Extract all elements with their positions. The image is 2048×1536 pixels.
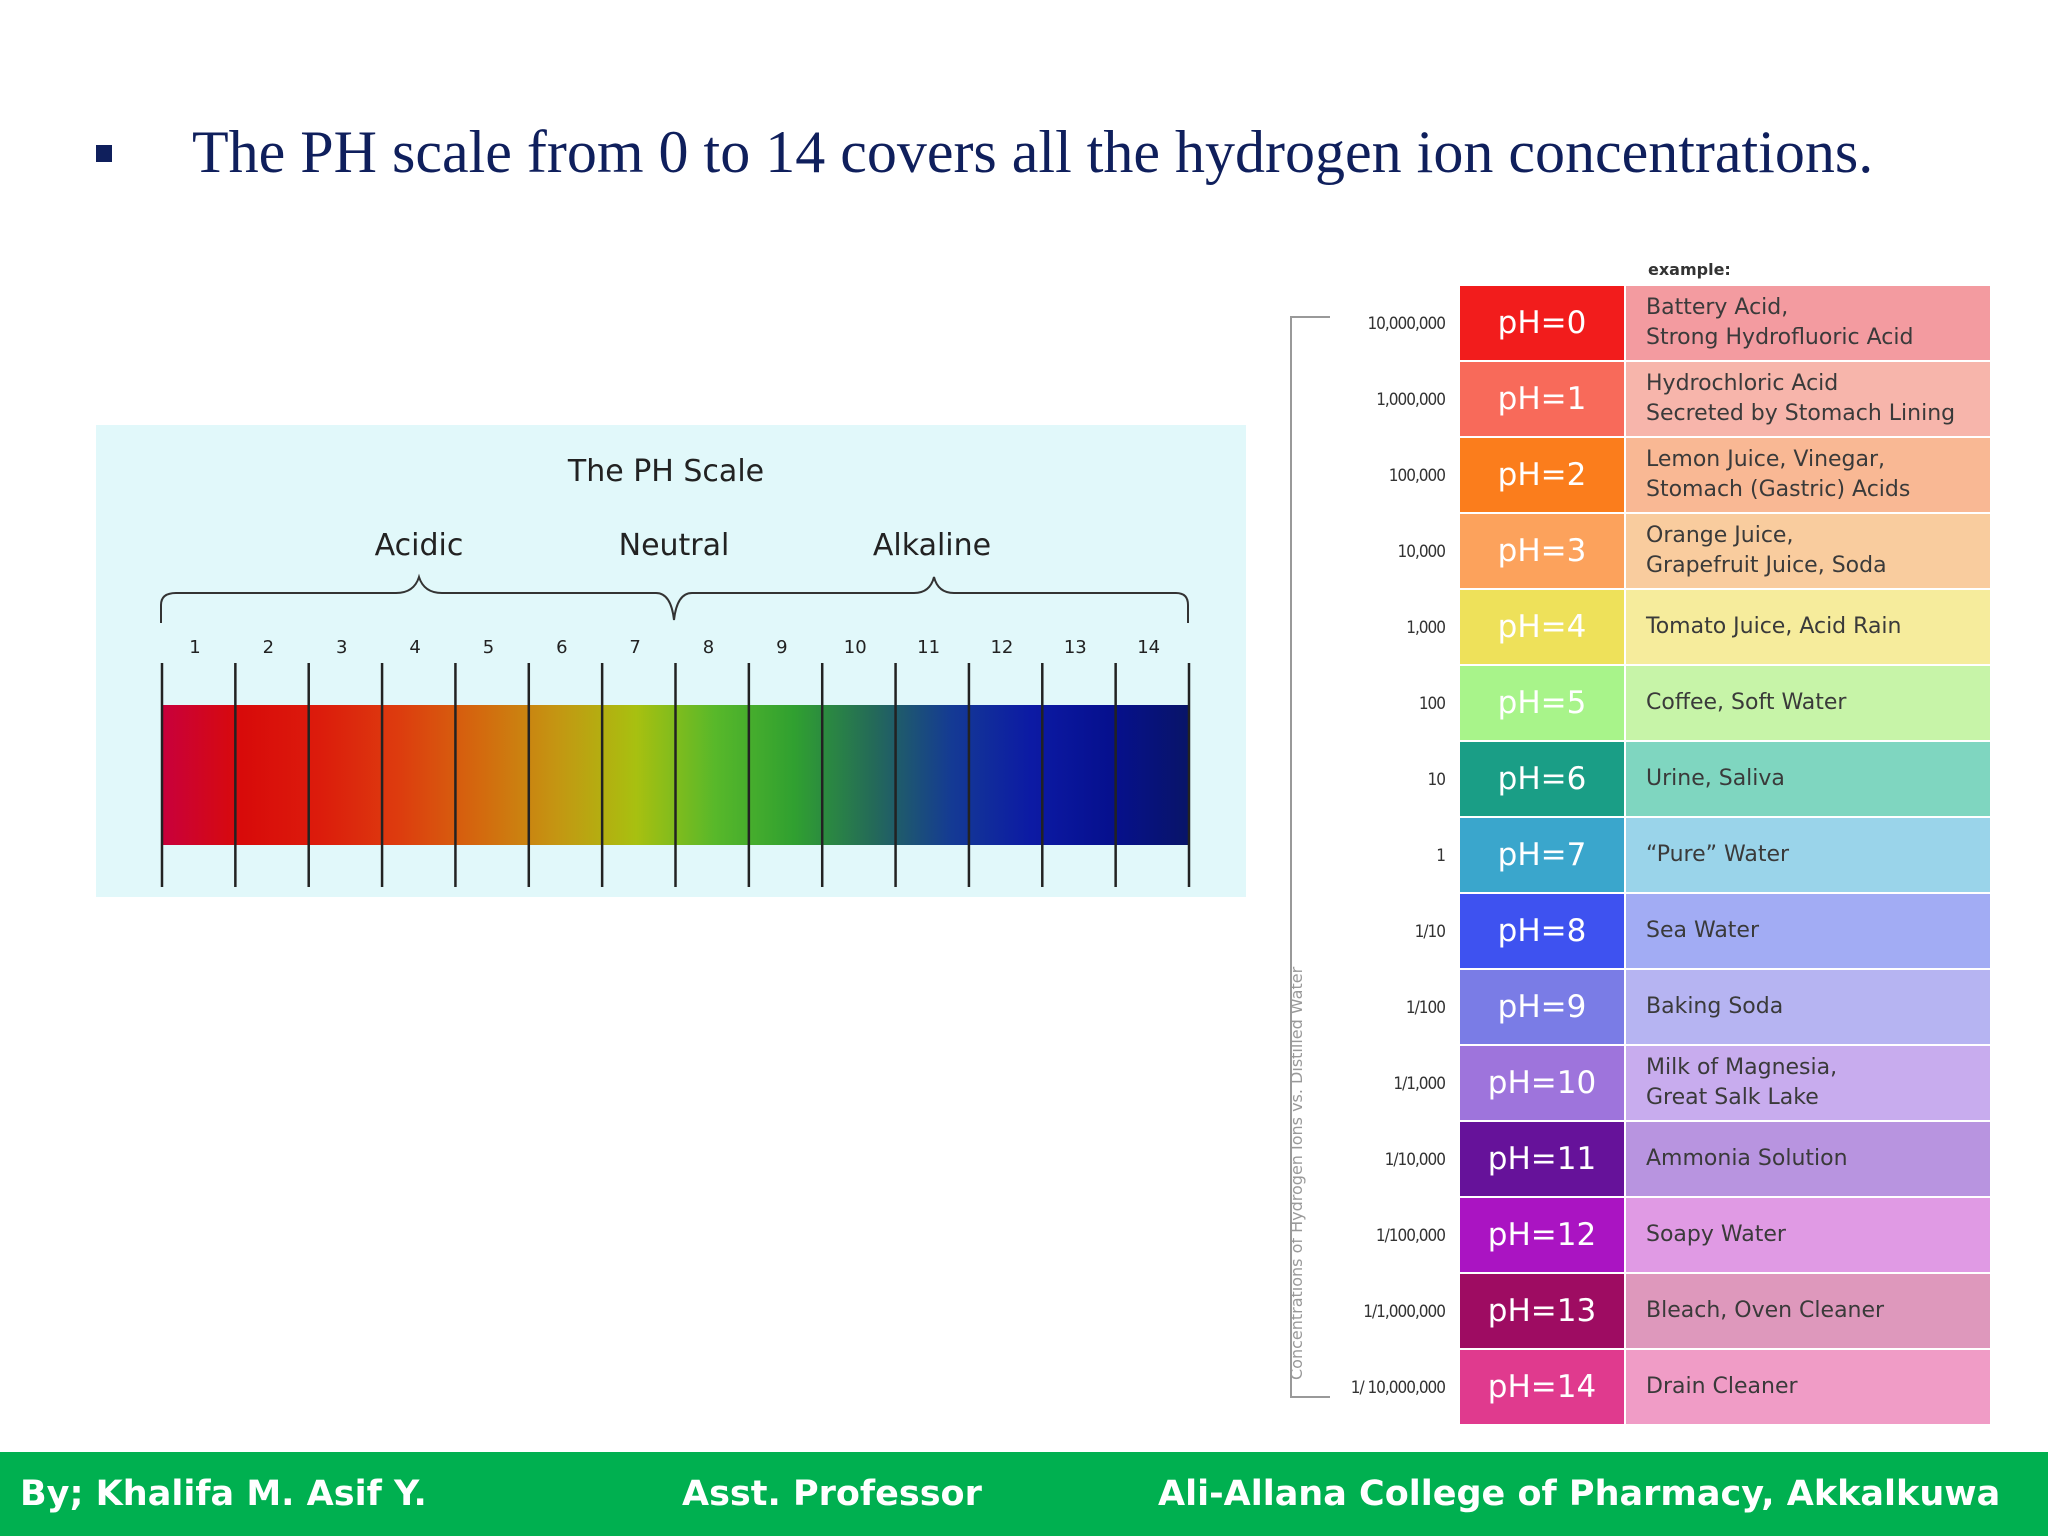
scale-brace — [160, 573, 1189, 623]
scale-number: 8 — [703, 637, 714, 658]
ph-row: 1,000 pH=4 Tomato Juice, Acid Rain — [1270, 590, 2000, 666]
concentration-value: 1/100 — [1405, 998, 1446, 1018]
ph-value-cell: pH=6 — [1460, 742, 1624, 816]
example-cell: Tomato Juice, Acid Rain — [1626, 590, 1990, 664]
scale-number: 13 — [1064, 637, 1087, 658]
scale-number: 14 — [1137, 637, 1160, 658]
ph-value-cell: pH=10 — [1460, 1046, 1624, 1120]
ph-value-cell: pH=0 — [1460, 286, 1624, 360]
example-cell: Urine, Saliva — [1626, 742, 1990, 816]
ph-row: 10 pH=6 Urine, Saliva — [1270, 742, 2000, 818]
concentration-value: 1/1,000,000 — [1363, 1302, 1446, 1322]
ph-examples-table: example: Concentrations of Hydrogen Ions… — [1270, 250, 2000, 1430]
example-cell: Milk of Magnesia, Great Salk Lake — [1626, 1046, 1990, 1120]
concentration-value: 1/ 10,000,000 — [1350, 1378, 1446, 1398]
scale-number: 9 — [776, 637, 787, 658]
footer-author: By; Khalifa M. Asif Y. — [20, 1474, 427, 1514]
footer-designation: Asst. Professor — [682, 1474, 982, 1514]
bullet-text: The PH scale from 0 to 14 covers all the… — [192, 119, 1874, 185]
concentration-value: 1,000 — [1406, 618, 1446, 638]
ph-row: 1/100 pH=9 Baking Soda — [1270, 970, 2000, 1046]
ph-row: 100,000 pH=2 Lemon Juice, Vinegar, Stomach… — [1270, 438, 2000, 514]
example-cell: Sea Water — [1626, 894, 1990, 968]
ph-value-cell: pH=2 — [1460, 438, 1624, 512]
ph-value-cell: pH=13 — [1460, 1274, 1624, 1348]
example-cell: Soapy Water — [1626, 1198, 1990, 1272]
scale-number: 2 — [263, 637, 274, 658]
concentration-value: 100 — [1418, 694, 1446, 714]
scale-number: 7 — [629, 637, 640, 658]
concentration-bracket — [1290, 316, 1330, 1398]
ph-value-cell: pH=8 — [1460, 894, 1624, 968]
example-cell: Bleach, Oven Cleaner — [1626, 1274, 1990, 1348]
alkaline-label: Alkaline — [873, 528, 991, 563]
footer-college: Ali-Allana College of Pharmacy, Akkalkuw… — [1158, 1474, 2001, 1514]
ph-value-cell: pH=11 — [1460, 1122, 1624, 1196]
ph-row: 1/ 10,000,000 pH=14 Drain Cleaner — [1270, 1350, 2000, 1426]
ph-row: 1/100,000 pH=12 Soapy Water — [1270, 1198, 2000, 1274]
scale-number: 3 — [336, 637, 347, 658]
example-cell: Drain Cleaner — [1626, 1350, 1990, 1424]
ph-value-cell: pH=9 — [1460, 970, 1624, 1044]
concentration-value: 1/10,000 — [1384, 1150, 1446, 1170]
ph-value-cell: pH=12 — [1460, 1198, 1624, 1272]
example-cell: Coffee, Soft Water — [1626, 666, 1990, 740]
ph-row: 1,000,000 pH=1 Hydrochloric Acid Secreted … — [1270, 362, 2000, 438]
ph-row: 1/1,000,000 pH=13 Bleach, Oven Cleaner — [1270, 1274, 2000, 1350]
example-cell: “Pure” Water — [1626, 818, 1990, 892]
scale-number: 11 — [917, 637, 940, 658]
concentration-value: 10,000,000 — [1367, 314, 1446, 334]
ph-row: 1/10,000 pH=11 Ammonia Solution — [1270, 1122, 2000, 1198]
scale-number: 6 — [556, 637, 567, 658]
scale-number: 1 — [189, 637, 200, 658]
acidic-label: Acidic — [375, 528, 464, 563]
concentration-value: 1,000,000 — [1376, 390, 1446, 410]
example-cell: Ammonia Solution — [1626, 1122, 1990, 1196]
ph-row: 100 pH=5 Coffee, Soft Water — [1270, 666, 2000, 742]
ph-value-cell: pH=14 — [1460, 1350, 1624, 1424]
concentration-value: 1 — [1436, 846, 1446, 866]
ph-row: 10,000,000 pH=0 Battery Acid, Strong Hydro… — [1270, 286, 2000, 362]
scale-number: 12 — [990, 637, 1013, 658]
ph-row: 10,000 pH=3 Orange Juice, Grapefruit Juice… — [1270, 514, 2000, 590]
scale-number: 4 — [409, 637, 420, 658]
ph-row: 1/10 pH=8 Sea Water — [1270, 894, 2000, 970]
bullet-point: The PH scale from 0 to 14 covers all the… — [92, 118, 2012, 198]
neutral-label: Neutral — [619, 528, 730, 563]
concentration-value: 10,000 — [1397, 542, 1447, 562]
ph-value-cell: pH=4 — [1460, 590, 1624, 664]
concentration-value: 10 — [1427, 770, 1446, 790]
example-cell: Hydrochloric Acid Secreted by Stomach Li… — [1626, 362, 1990, 436]
concentration-value: 1/100,000 — [1375, 1226, 1446, 1246]
example-cell: Orange Juice, Grapefruit Juice, Soda — [1626, 514, 1990, 588]
scale-number: 10 — [844, 637, 867, 658]
ph-row: 1 pH=7 “Pure” Water — [1270, 818, 2000, 894]
ph-row: 1/1,000 pH=10 Milk of Magnesia, Great Salk… — [1270, 1046, 2000, 1122]
concentration-value: 100,000 — [1388, 466, 1446, 486]
example-header: example: — [1648, 260, 1731, 279]
scale-ticks — [160, 663, 1191, 887]
ph-value-cell: pH=1 — [1460, 362, 1624, 436]
footer-bar: By; Khalifa M. Asif Y. Asst. Professor A… — [0, 1452, 2048, 1536]
scale-numbers: 1 2 3 4 5 6 7 8 9 10 11 12 13 14 — [189, 637, 1160, 658]
square-bullet-icon — [96, 145, 112, 162]
ph-value-cell: pH=5 — [1460, 666, 1624, 740]
scale-number: 5 — [483, 637, 494, 658]
concentration-value: 1/1,000 — [1393, 1074, 1446, 1094]
ph-value-cell: pH=7 — [1460, 818, 1624, 892]
example-cell: Lemon Juice, Vinegar, Stomach (Gastric) … — [1626, 438, 1990, 512]
scale-title: The PH Scale — [567, 454, 764, 489]
concentration-value: 1/10 — [1414, 922, 1446, 942]
example-cell: Baking Soda — [1626, 970, 1990, 1044]
example-cell: Battery Acid, Strong Hydrofluoric Acid — [1626, 286, 1990, 360]
ph-value-cell: pH=3 — [1460, 514, 1624, 588]
